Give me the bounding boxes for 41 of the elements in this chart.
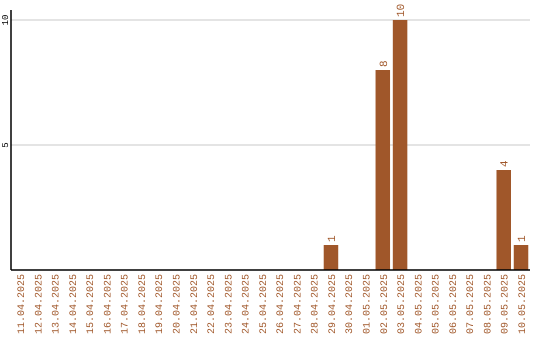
x-tick-label: 21.04.2025 (190, 274, 201, 334)
x-tick-label: 02.05.2025 (380, 274, 391, 334)
x-tick-label: 29.04.2025 (328, 274, 339, 334)
data-label: 1 (326, 235, 339, 242)
x-tick-label: 01.05.2025 (362, 274, 374, 334)
bar (514, 245, 528, 270)
x-tick-label: 11.04.2025 (16, 274, 28, 334)
y-tick-label: 5 (1, 142, 11, 148)
x-tick-label: 13.04.2025 (52, 274, 63, 334)
x-tick-label: 17.04.2025 (120, 274, 132, 334)
x-tick-label: 14.04.2025 (68, 274, 80, 334)
x-tick-label: 26.04.2025 (276, 274, 288, 334)
x-tick-label: 28.04.2025 (310, 274, 322, 334)
x-tick-label: 24.04.2025 (242, 274, 253, 334)
x-tick-label: 22.04.2025 (207, 274, 218, 334)
x-tick-label: 30.04.2025 (345, 274, 356, 334)
x-tick-label: 05.05.2025 (432, 274, 443, 334)
x-tick-label: 25.04.2025 (258, 274, 270, 334)
bar (376, 70, 390, 270)
x-tick-label: 20.04.2025 (172, 274, 184, 334)
x-tick-label: 03.05.2025 (397, 274, 408, 334)
x-tick-label: 09.05.2025 (500, 274, 512, 334)
data-label: 1 (517, 235, 530, 242)
x-tick-label: 12.04.2025 (34, 274, 46, 334)
data-label: 8 (378, 60, 391, 67)
x-tick-label: 15.04.2025 (86, 274, 98, 334)
x-tick-label: 10.05.2025 (518, 274, 530, 334)
x-tick-label: 19.04.2025 (155, 274, 166, 334)
x-tick-label: 16.04.2025 (103, 274, 114, 334)
x-tick-label: 18.04.2025 (138, 274, 149, 334)
x-tick-label: 04.05.2025 (414, 274, 426, 334)
x-tick-label: 27.04.2025 (293, 274, 304, 334)
bar (324, 245, 338, 270)
data-label: 4 (500, 160, 512, 167)
x-tick-label: 23.04.2025 (224, 274, 236, 334)
data-label: 10 (396, 4, 408, 17)
bar (496, 170, 511, 270)
bar (392, 20, 408, 270)
x-tick-label: 08.05.2025 (483, 274, 494, 334)
x-tick-label: 07.05.2025 (466, 274, 478, 334)
x-tick-label: 06.05.2025 (448, 274, 460, 334)
